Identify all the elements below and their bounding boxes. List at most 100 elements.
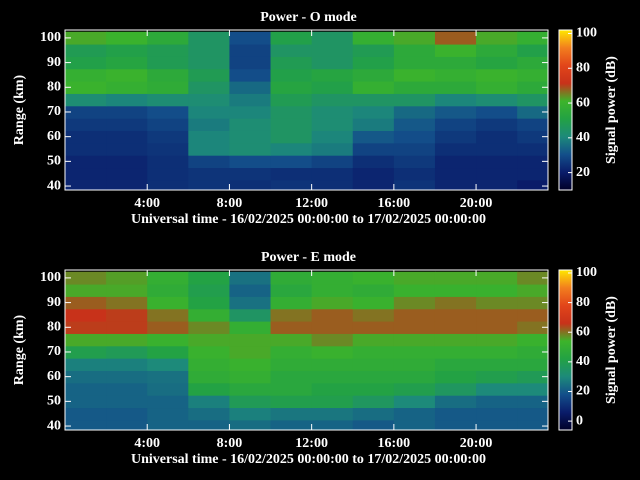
cell — [270, 130, 313, 144]
cell — [65, 370, 107, 384]
cell — [65, 81, 107, 94]
cell — [106, 105, 148, 119]
cell — [352, 81, 395, 94]
x-tick-label: 4:00 — [134, 196, 160, 211]
cell — [393, 81, 436, 94]
cell — [311, 407, 354, 421]
colorbar-tick-label: 40 — [576, 130, 590, 145]
cell — [106, 142, 148, 156]
cell — [311, 419, 354, 430]
cell — [229, 345, 272, 359]
cell — [517, 419, 548, 430]
cell — [476, 308, 518, 322]
cell — [188, 395, 230, 409]
cell — [311, 296, 354, 310]
cell — [476, 284, 518, 297]
cell — [65, 345, 107, 359]
cell — [147, 395, 189, 409]
cell — [393, 118, 436, 131]
cell — [65, 419, 107, 430]
cell — [270, 284, 313, 297]
cell — [229, 271, 272, 285]
colorbar-tick-label: 80 — [576, 60, 590, 75]
cell — [147, 179, 189, 190]
y-tick-label: 70 — [47, 344, 61, 359]
cell — [517, 130, 548, 144]
cell — [106, 179, 148, 190]
cell — [517, 44, 548, 57]
cell — [270, 93, 313, 107]
cell — [65, 284, 107, 297]
cell — [434, 271, 477, 285]
cell — [517, 68, 548, 82]
cell — [106, 345, 148, 359]
y-tick-label: 50 — [47, 394, 61, 409]
cell — [65, 321, 107, 334]
cell — [147, 68, 189, 82]
cell — [393, 284, 436, 297]
cell — [517, 56, 548, 70]
cell — [106, 370, 148, 384]
cell — [311, 179, 354, 190]
cell — [270, 358, 313, 371]
cell — [270, 345, 313, 359]
cell — [434, 81, 477, 94]
cell — [311, 333, 354, 347]
cell — [188, 382, 230, 396]
cell — [476, 105, 518, 119]
cell — [311, 68, 354, 82]
cell — [476, 118, 518, 131]
y-tick-label: 50 — [47, 154, 61, 169]
cell — [517, 142, 548, 156]
cell — [352, 321, 395, 334]
cell — [65, 93, 107, 107]
cell — [476, 56, 518, 70]
y-tick-label: 90 — [47, 55, 61, 70]
cell — [106, 407, 148, 421]
y-axis-label: Range (km) — [12, 74, 27, 145]
cell — [352, 105, 395, 119]
cell — [434, 130, 477, 144]
cell — [476, 44, 518, 57]
cell — [65, 333, 107, 347]
colorbar-tick-label: 100 — [576, 26, 597, 41]
cell — [147, 333, 189, 347]
cell — [476, 407, 518, 421]
cell — [229, 395, 272, 409]
cell — [393, 370, 436, 384]
y-tick-label: 90 — [47, 295, 61, 310]
cell — [106, 118, 148, 131]
cell — [517, 296, 548, 310]
cell — [270, 56, 313, 70]
cell — [517, 358, 548, 371]
x-tick-label: 4:00 — [134, 436, 160, 451]
cell — [188, 345, 230, 359]
cell — [188, 155, 230, 169]
cell — [270, 68, 313, 82]
cell — [270, 382, 313, 396]
cell — [517, 155, 548, 169]
cell — [229, 308, 272, 322]
cell — [393, 382, 436, 396]
cell — [106, 419, 148, 430]
cell — [311, 358, 354, 371]
cell — [393, 142, 436, 156]
cell — [476, 395, 518, 409]
cell — [517, 81, 548, 94]
cell — [434, 179, 477, 190]
cell — [517, 333, 548, 347]
cell — [434, 44, 477, 57]
cell — [229, 358, 272, 371]
cell — [311, 382, 354, 396]
cell — [476, 130, 518, 144]
colorbar — [558, 29, 573, 191]
cell — [434, 419, 477, 430]
cell — [147, 130, 189, 144]
y-tick-label: 60 — [47, 129, 61, 144]
cell — [476, 419, 518, 430]
cell — [311, 271, 354, 285]
cell — [188, 308, 230, 322]
cell — [188, 68, 230, 82]
colorbar-label: Signal power (dB) — [604, 56, 619, 164]
